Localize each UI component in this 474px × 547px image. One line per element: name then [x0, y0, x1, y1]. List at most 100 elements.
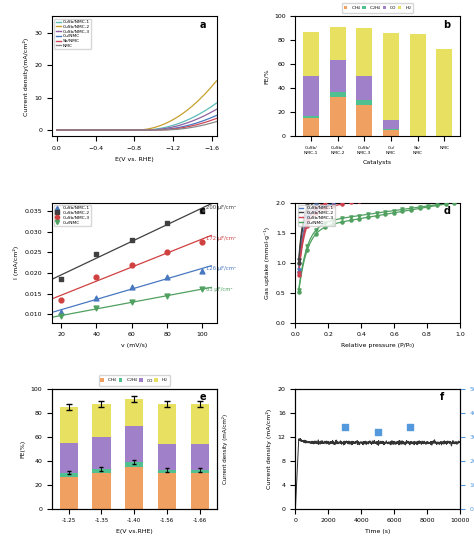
- CuSb/NMC-3: [360, 197, 365, 203]
- Point: [425, 170, 432, 178]
- Point: [425, 202, 432, 211]
- CuSb/NMC-2: [54, 127, 60, 133]
- Y-axis label: Gas uptake (mmol·g⁻¹): Gas uptake (mmol·g⁻¹): [264, 226, 270, 299]
- Bar: [356, 77, 372, 101]
- CuSb/NMC-3: [54, 127, 60, 133]
- Point: [407, 423, 414, 432]
- CuSb/NMC-3: [380, 193, 386, 199]
- Point: [442, 178, 449, 187]
- CuSb/NMC-2: [82, 127, 88, 133]
- Point: [321, 199, 328, 208]
- CuSb/NMC-1: [148, 126, 154, 133]
- Legend: CH$_4$, C$_2$H$_4$, CO, H$_2$: CH$_4$, C$_2$H$_4$, CO, H$_2$: [342, 3, 413, 13]
- Point: [451, 198, 458, 207]
- Cu/NMC: [296, 288, 301, 295]
- Cu/NMC: [161, 126, 166, 133]
- Point: [312, 201, 320, 210]
- Line: CuSb/NMC-3: CuSb/NMC-3: [57, 109, 217, 130]
- Legend: CuSb/NMC-1, CuSb/NMC-2, CuSb/NMC-3, Cu/NMC: CuSb/NMC-1, CuSb/NMC-2, CuSb/NMC-3, Cu/N…: [55, 205, 91, 226]
- Point: [303, 213, 311, 222]
- Point: [433, 170, 441, 178]
- Text: c: c: [200, 206, 206, 216]
- CuSb/NMC-1: [429, 181, 435, 187]
- Point: [364, 193, 372, 201]
- Point: [303, 217, 311, 225]
- Point: [295, 271, 302, 280]
- CuSb/NMC-2: [128, 235, 136, 244]
- Cu/NMC: [349, 217, 355, 223]
- Bar: [383, 120, 399, 129]
- Point: [303, 246, 311, 254]
- Point: [399, 185, 406, 194]
- Cu/NMC: [82, 127, 88, 133]
- Bar: [125, 462, 143, 467]
- Cu/NMC: [126, 127, 132, 133]
- CuSb/NMC-3: [126, 127, 132, 133]
- Point: [347, 184, 355, 193]
- Point: [373, 188, 380, 196]
- Line: CuSb/NMC-2: CuSb/NMC-2: [299, 169, 460, 263]
- Bar: [60, 473, 78, 478]
- Bar: [329, 97, 346, 137]
- Point: [364, 213, 372, 222]
- Point: [399, 205, 406, 214]
- CuSb/NMC-1: [174, 121, 180, 127]
- Point: [338, 200, 346, 208]
- Cu/NMC: [128, 298, 136, 306]
- Point: [399, 174, 406, 183]
- Bar: [436, 49, 452, 137]
- Y-axis label: I (mA/cm²): I (mA/cm²): [13, 246, 19, 279]
- Point: [295, 265, 302, 274]
- Line: NMC: NMC: [57, 121, 217, 130]
- Line: Cu/NMC: Cu/NMC: [299, 202, 460, 292]
- Point: [416, 181, 424, 189]
- Cu/NMC: [360, 215, 365, 222]
- Point: [407, 182, 415, 190]
- Point: [433, 200, 441, 209]
- Cu/NMC: [214, 112, 219, 119]
- Bar: [303, 32, 319, 77]
- Line: CuSb/NMC-1: CuSb/NMC-1: [299, 178, 460, 272]
- Point: [321, 202, 328, 211]
- Sb/NMC: [148, 127, 154, 133]
- Point: [338, 190, 346, 199]
- Point: [347, 196, 355, 205]
- Point: [312, 226, 320, 235]
- Bar: [356, 101, 372, 105]
- CuSb/NMC-2: [380, 182, 386, 189]
- Bar: [158, 473, 176, 509]
- NMC: [174, 126, 180, 132]
- CuSb/NMC-2: [387, 181, 392, 187]
- Cu/NMC: [407, 207, 413, 213]
- Bar: [356, 105, 372, 137]
- Text: e: e: [200, 392, 207, 402]
- Cu/NMC: [380, 211, 386, 218]
- Point: [329, 195, 337, 204]
- Point: [373, 190, 380, 199]
- Point: [295, 255, 302, 264]
- Bar: [125, 426, 143, 462]
- Sb/NMC: [161, 126, 166, 133]
- Point: [295, 258, 302, 267]
- Point: [338, 214, 346, 223]
- Text: 172 µF/cm²: 172 µF/cm²: [206, 236, 236, 241]
- Point: [329, 202, 337, 211]
- Point: [451, 177, 458, 186]
- Text: f: f: [440, 392, 444, 402]
- Point: [442, 200, 449, 208]
- CuSb/NMC-3: [128, 260, 136, 269]
- Text: d: d: [443, 206, 450, 216]
- Bar: [191, 404, 209, 444]
- CuSb/NMC-2: [163, 219, 171, 228]
- CuSb/NMC-2: [429, 172, 435, 178]
- CuSb/NMC-1: [387, 189, 392, 196]
- CuSb/NMC-1: [54, 127, 60, 133]
- Bar: [125, 399, 143, 426]
- Point: [399, 207, 406, 216]
- CuSb/NMC-3: [199, 237, 206, 246]
- Line: CuSb/NMC-3: CuSb/NMC-3: [299, 181, 460, 276]
- Bar: [303, 119, 319, 137]
- Bar: [60, 406, 78, 443]
- Bar: [329, 27, 346, 60]
- Point: [321, 197, 328, 206]
